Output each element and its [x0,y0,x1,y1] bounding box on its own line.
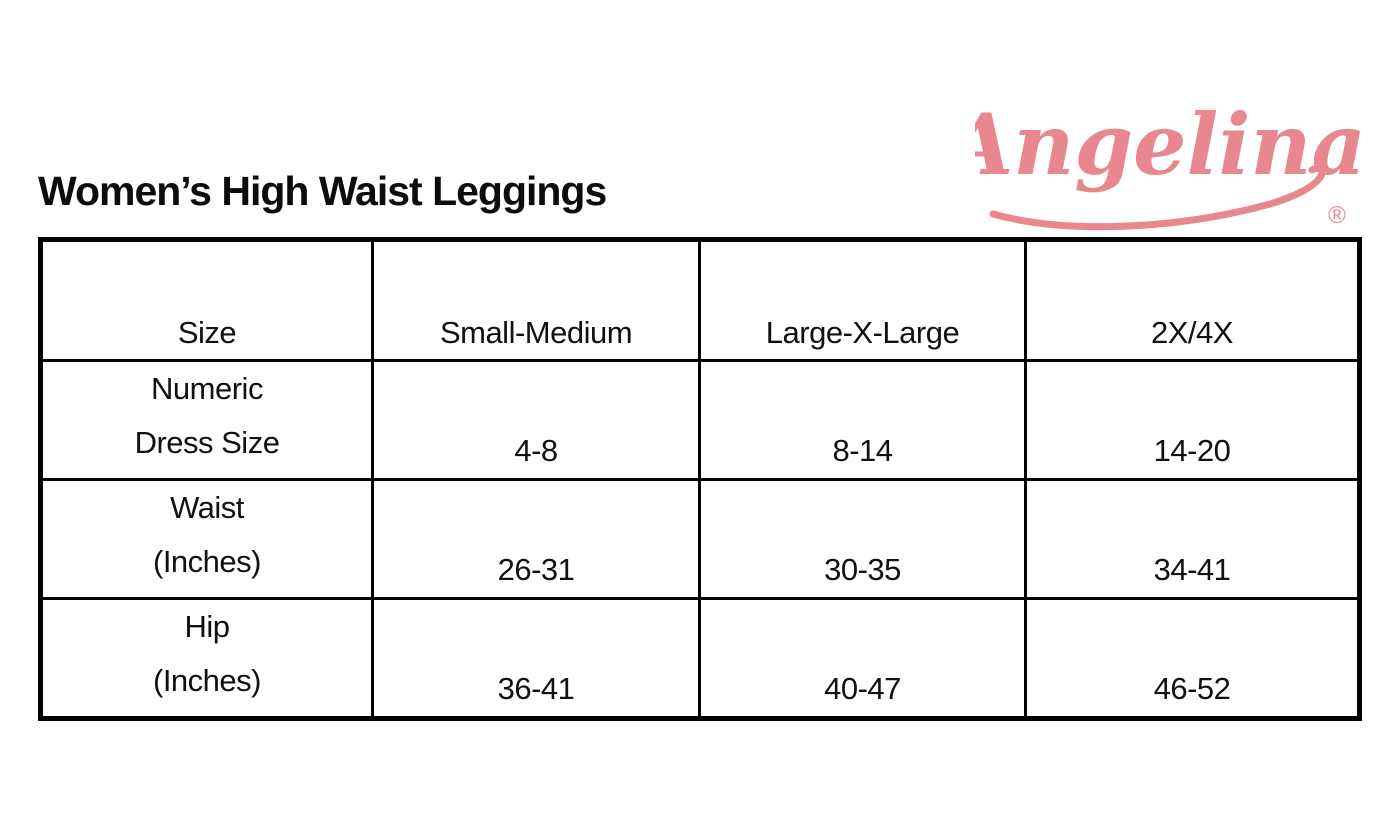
table-cell: 30-35 [698,478,1027,600]
logo-swash [989,164,1326,231]
table-header-row: Size Small-Medium Large-X-Large 2X/4X [39,238,1361,362]
column-header-size: Size [39,238,374,362]
table-cell: 34-41 [1024,478,1361,600]
table-cell: 26-31 [371,478,701,600]
registered-trademark-icon: ® [1328,202,1346,229]
table-cell: 40-47 [698,597,1027,720]
brand-name-text: Angelina [975,95,1365,194]
row-header-line: Waist [170,490,244,525]
row-header-numeric-dress-size: Numeric Dress Size [39,359,374,481]
row-header-line: Numeric [151,371,263,406]
column-header-small-medium: Small-Medium [371,238,701,362]
brand-logo: Angelina ® [941,82,1366,237]
row-header-line: (Inches) [153,663,261,698]
row-header-line: (Inches) [153,544,261,579]
angelina-logo-graphic: Angelina ® [941,95,1366,231]
column-header-2x-4x: 2X/4X [1024,238,1361,362]
table-cell: 46-52 [1024,597,1361,720]
table-cell: 14-20 [1024,359,1361,481]
table-cell: 8-14 [698,359,1027,481]
size-chart-table: Size Small-Medium Large-X-Large 2X/4X Nu… [38,237,1362,721]
row-header-line: Dress Size [134,425,280,460]
table-row-numeric-dress-size: Numeric Dress Size 4-8 8-14 14-20 [39,359,1361,481]
page-title: Women’s High Waist Leggings [38,168,607,214]
row-header-line: Hip [184,609,230,644]
table-row-waist-inches: Waist (Inches) 26-31 30-35 34-41 [39,478,1361,600]
row-header-waist-inches: Waist (Inches) [39,478,374,600]
row-header-hip-inches: Hip (Inches) [39,597,374,720]
table-cell: 4-8 [371,359,701,481]
table-cell: 36-41 [371,597,701,720]
table-row-hip-inches: Hip (Inches) 36-41 40-47 46-52 [39,597,1361,720]
column-header-large-x-large: Large-X-Large [698,238,1027,362]
